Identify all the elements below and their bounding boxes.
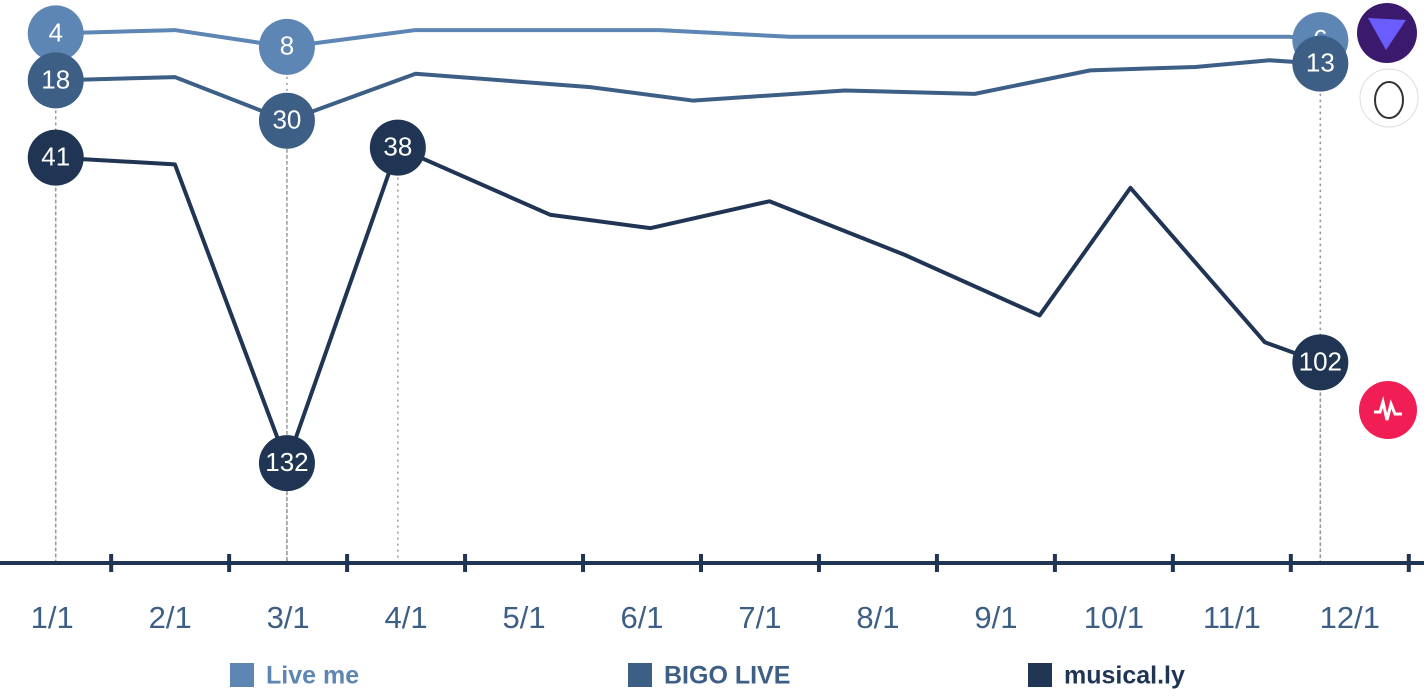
data-label: 102 <box>1299 346 1342 376</box>
point-marker <box>369 119 426 176</box>
point-marker <box>27 5 84 62</box>
x-tick-label: 6/1 <box>620 600 663 635</box>
data-label: 8 <box>280 31 294 61</box>
point-marker <box>1292 334 1349 391</box>
legend-label: BIGO LIVE <box>664 662 790 690</box>
data-label: 132 <box>265 447 308 477</box>
legend-swatch <box>1028 663 1052 687</box>
bigo-icon-shape <box>1374 81 1404 119</box>
x-tick-label: 10/1 <box>1084 600 1144 635</box>
legend-label: musical.ly <box>1064 662 1185 690</box>
x-tick-label: 4/1 <box>385 600 428 635</box>
guides <box>54 33 1322 563</box>
liveme-icon-shape <box>1368 18 1406 50</box>
point-marker <box>258 18 315 75</box>
x-tick-label: 8/1 <box>856 600 899 635</box>
point-marker <box>258 435 315 492</box>
app-icons <box>1357 3 1419 439</box>
legend-label: Live me <box>266 662 359 690</box>
legend-swatch <box>230 663 254 687</box>
legend-swatch <box>628 663 652 687</box>
series-line <box>55 28 1321 49</box>
x-tick-label: 5/1 <box>502 600 545 635</box>
data-label: 13 <box>1306 48 1335 78</box>
data-label: 4 <box>48 17 62 47</box>
point-marker <box>258 92 315 149</box>
series-line <box>55 145 1322 466</box>
point-marker <box>1292 35 1349 92</box>
x-tick-label: 7/1 <box>738 600 781 635</box>
musically-icon-shape <box>1374 396 1402 421</box>
x-tick-label: 9/1 <box>974 600 1017 635</box>
point-marker <box>27 129 84 186</box>
data-label: 30 <box>272 105 301 135</box>
x-tick-label: 3/1 <box>267 600 310 635</box>
data-label: 38 <box>383 131 412 161</box>
data-label: 18 <box>41 64 70 94</box>
x-tick-label: 12/1 <box>1320 600 1380 635</box>
x-tick-label: 2/1 <box>149 600 192 635</box>
x-tick-label: 1/1 <box>31 600 74 635</box>
x-tick-label: 11/1 <box>1203 600 1261 635</box>
bigo-icon <box>1359 68 1419 128</box>
point-marker <box>27 52 84 109</box>
data-label: 41 <box>41 142 70 172</box>
series-line <box>55 58 1321 123</box>
